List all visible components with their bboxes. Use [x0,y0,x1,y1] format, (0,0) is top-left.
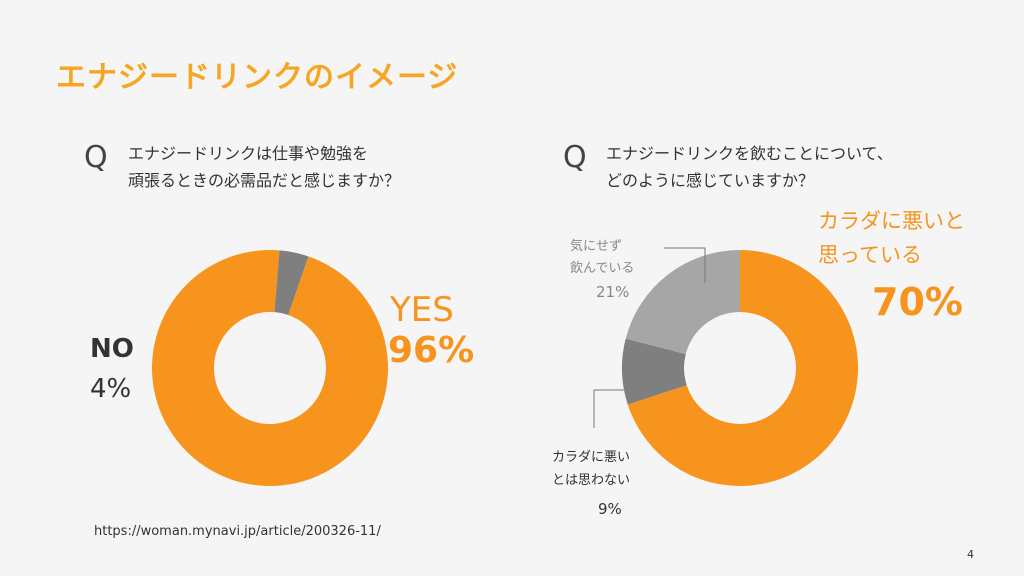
page-title: エナジードリンクのイメージ [56,60,459,95]
chart2-value-bad: 70% [872,280,963,324]
question-2-line-1: エナジードリンクを飲むことについて、 [606,144,893,163]
chart1-slice-no [274,250,309,316]
question-1-line-2: 頑張るときの必需品だと感じますか？ [128,171,401,190]
chart2-slice-notbad [622,338,687,405]
question-1: エナジードリンクは仕事や勉強を 頑張るときの必需品だと感じますか？ [128,140,400,194]
chart1-value-yes: 96% [388,330,475,371]
chart2-label-dontcare-line-1: 気にせず [570,239,623,254]
chart2-label-notbad-line-2: とは思わない [552,473,631,488]
chart2-label-dontcare-line-2: 飲んでいる [570,261,635,276]
chart2-slice-bad [627,250,858,486]
chart2-value-notbad: 9% [598,500,622,518]
chart2-label-dontcare: 気にせず 飲んでいる [570,236,634,280]
chart2-label-notbad: カラダに悪い とは思わない [552,446,630,492]
chart1-slice-yes [152,250,389,486]
chart2-label-bad: カラダに悪いと 思っている [818,204,965,272]
q-mark-2: Q [563,140,587,175]
question-1-line-1: エナジードリンクは仕事や勉強を [128,144,369,163]
question-2-line-2: どのように感じていますか？ [606,171,815,190]
chart2-slice-dontcare [625,249,740,355]
chart1-value-no: 4% [90,374,132,404]
q-mark-1: Q [84,140,108,175]
chart2-label-bad-line-1: カラダに悪いと [818,209,965,233]
chart2-leader-dontcare [664,247,706,283]
chart2-label-bad-line-2: 思っている [818,243,922,267]
chart1-label-yes: YES [390,290,454,330]
chart2-label-notbad-line-1: カラダに悪い [552,450,631,465]
chart2-value-dontcare: 21% [596,283,630,301]
chart1-label-no: NO [90,334,134,364]
chart2-leader-notbad [593,389,624,428]
page-number: 4 [967,548,974,561]
source-url: https://woman.mynavi.jp/article/200326-1… [94,524,381,539]
question-2: エナジードリンクを飲むことについて、 どのように感じていますか？ [606,140,893,194]
